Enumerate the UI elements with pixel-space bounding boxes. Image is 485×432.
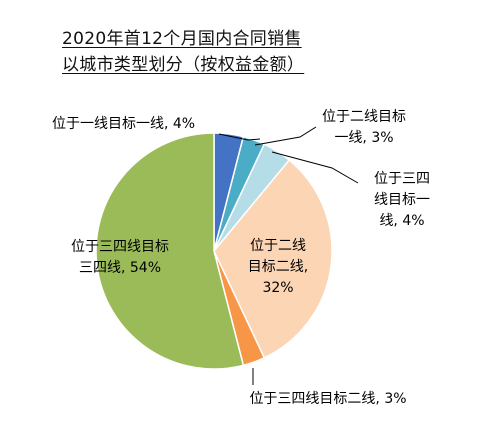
leader-line-3 [271,151,359,184]
chart-title-line-2: 以城市类型划分（按权益金额） [62,55,305,75]
slice-label-3: 位于三四线目标一线, 4% [374,171,430,229]
slice-label-2-line-2: 一线, 3% [334,130,393,146]
slice-label-1: 位于一线目标一线, 4% [52,116,195,132]
chart-title-line-1: 2020年首12个月国内合同销售 [62,29,302,49]
slice-label-2: 位于二线目标一线, 3% [322,109,406,146]
slice-label-5: 位于三四线目标二线, 3% [249,391,406,407]
pie-slice-4 [213,159,333,359]
slice-label-6-line-2: 三四线, 54% [79,260,161,276]
slice-label-5-line-1: 位于三四线目标二线, 3% [249,391,406,407]
pie-slice-6 [95,132,245,370]
slice-label-3-line-1: 位于三四 [374,171,430,187]
slice-label-4-line-1: 位于二线 [250,238,306,254]
slice-label-1-line-1: 位于一线目标一线, 4% [52,116,195,132]
slice-label-6: 位于三四线目标三四线, 54% [71,239,169,276]
slice-label-2-line-1: 位于二线目标 [322,109,406,125]
slice-label-3-line-2: 线目标一 [374,192,430,208]
slice-label-4: 位于二线目标二线, 32% [248,238,308,296]
slice-label-4-line-3: 32% [262,280,293,296]
slice-label-4-line-2: 目标二线, [248,259,308,275]
leader-line-1 [218,133,261,141]
slice-label-6-line-1: 位于三四线目标 [71,239,169,255]
leader-line-2 [254,126,317,146]
slice-label-3-line-3: 线, 4% [379,213,424,229]
